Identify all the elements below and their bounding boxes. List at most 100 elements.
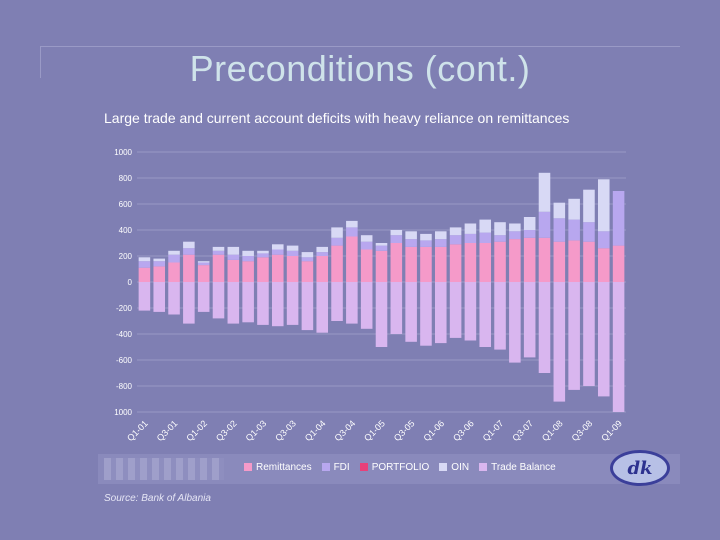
legend-label-portfolio: PORTFOLIO bbox=[371, 461, 430, 473]
bar-oin bbox=[583, 189, 595, 223]
bar-oin bbox=[271, 244, 284, 250]
bar-remittances bbox=[360, 249, 373, 282]
x-tick-label: Q3-05 bbox=[392, 418, 417, 443]
bar-remittances bbox=[242, 261, 254, 282]
y-tick-label: -400 bbox=[116, 330, 133, 339]
bar-oin bbox=[449, 227, 462, 236]
bar-trade-balance bbox=[286, 282, 299, 325]
y-tick-label: 400 bbox=[119, 226, 133, 235]
bar-fdi bbox=[242, 256, 254, 262]
x-tick-label: Q3-03 bbox=[273, 418, 298, 443]
bar-trade-balance bbox=[390, 282, 403, 334]
bar-fdi bbox=[286, 250, 299, 256]
bar-trade-balance bbox=[612, 282, 625, 412]
x-tick-label: Q1-06 bbox=[421, 418, 446, 443]
legend-label-oin: OIN bbox=[451, 461, 470, 473]
legend-item-trade-balance: Trade Balance bbox=[479, 462, 556, 473]
bar-oin bbox=[227, 246, 240, 255]
bar-remittances bbox=[316, 256, 329, 282]
bar-oin bbox=[405, 231, 417, 240]
bar-fdi bbox=[449, 235, 462, 245]
bar-oin bbox=[301, 252, 314, 258]
bar-fdi bbox=[212, 250, 225, 255]
bar-remittances bbox=[331, 245, 343, 282]
bar-trade-balance bbox=[153, 282, 166, 312]
bar-fdi bbox=[479, 232, 492, 243]
bar-remittances bbox=[375, 250, 388, 282]
bar-fdi bbox=[494, 235, 506, 242]
bar-fdi bbox=[597, 231, 610, 249]
bar-oin bbox=[346, 220, 358, 228]
bar-trade-balance bbox=[227, 282, 240, 324]
bar-fdi bbox=[420, 240, 432, 247]
bar-remittances bbox=[390, 243, 403, 282]
legend-label-fdi: FDI bbox=[333, 461, 350, 473]
bar-oin bbox=[494, 222, 506, 236]
bar-fdi bbox=[434, 239, 447, 247]
bar-trade-balance bbox=[360, 282, 373, 329]
bar-fdi bbox=[197, 262, 210, 266]
y-tick-label: 600 bbox=[119, 200, 133, 209]
bar-trade-balance bbox=[538, 282, 551, 373]
bar-oin bbox=[286, 245, 299, 251]
bar-trade-balance bbox=[138, 282, 151, 311]
x-tick-label: Q1-02 bbox=[184, 418, 209, 443]
bar-trade-balance bbox=[449, 282, 462, 338]
bar-trade-balance bbox=[494, 282, 506, 350]
bar-oin bbox=[138, 257, 151, 262]
x-tick-label: Q3-07 bbox=[510, 418, 535, 443]
bar-trade-balance bbox=[597, 282, 610, 397]
bar-fdi bbox=[360, 241, 373, 250]
bar-oin bbox=[197, 261, 210, 263]
bar-fdi bbox=[538, 211, 551, 238]
bar-oin bbox=[257, 250, 269, 254]
bar-fdi bbox=[138, 261, 151, 268]
bar-trade-balance bbox=[168, 282, 180, 315]
bar-remittances bbox=[494, 241, 506, 282]
bar-fdi bbox=[183, 248, 195, 255]
legend-item-remittances: Remittances bbox=[244, 462, 312, 473]
x-tick-label: Q3-08 bbox=[570, 418, 595, 443]
bar-fdi bbox=[346, 227, 358, 237]
bar-fdi bbox=[316, 252, 329, 256]
bar-oin bbox=[553, 202, 566, 219]
bar-trade-balance bbox=[242, 282, 254, 323]
bar-trade-balance bbox=[523, 282, 536, 358]
bar-fdi bbox=[523, 230, 536, 238]
x-tick-label: Q1-08 bbox=[540, 418, 565, 443]
bar-remittances bbox=[138, 267, 151, 282]
legend-item-fdi: FDI bbox=[321, 461, 350, 473]
bar-fdi bbox=[568, 219, 580, 241]
y-tick-label: 800 bbox=[119, 174, 133, 183]
bar-fdi bbox=[168, 254, 180, 263]
bar-remittances bbox=[227, 259, 240, 282]
bar-fdi bbox=[271, 249, 284, 255]
bar-oin bbox=[538, 172, 551, 212]
bar-fdi bbox=[375, 245, 388, 251]
bar-trade-balance bbox=[434, 282, 447, 344]
y-tick-label: 1000 bbox=[114, 408, 132, 417]
bar-fdi bbox=[301, 257, 314, 262]
bar-trade-balance bbox=[568, 282, 580, 390]
bar-fdi bbox=[612, 191, 625, 246]
bar-remittances bbox=[153, 266, 166, 282]
bar-oin bbox=[597, 179, 610, 232]
bar-trade-balance bbox=[553, 282, 566, 402]
bar-oin bbox=[568, 198, 580, 220]
x-tick-label: Q3-01 bbox=[155, 418, 180, 443]
bar-remittances bbox=[405, 246, 417, 282]
bar-remittances bbox=[257, 257, 269, 282]
bar-trade-balance bbox=[479, 282, 492, 347]
title-left-rule bbox=[40, 46, 41, 78]
bar-fdi bbox=[464, 233, 477, 243]
bar-trade-balance bbox=[316, 282, 329, 333]
x-tick-label: Q1-03 bbox=[244, 418, 269, 443]
legend-item-portfolio: PORTFOLIO bbox=[359, 461, 430, 473]
source-note: Source: Bank of Albania bbox=[104, 493, 211, 504]
bar-fdi bbox=[553, 218, 566, 242]
chart-legend: Remittances FDI PORTFOLIO OIN Trade Bala… bbox=[244, 460, 556, 474]
y-tick-label: -800 bbox=[116, 382, 133, 391]
bar-remittances bbox=[464, 243, 477, 282]
bar-trade-balance bbox=[257, 282, 269, 325]
